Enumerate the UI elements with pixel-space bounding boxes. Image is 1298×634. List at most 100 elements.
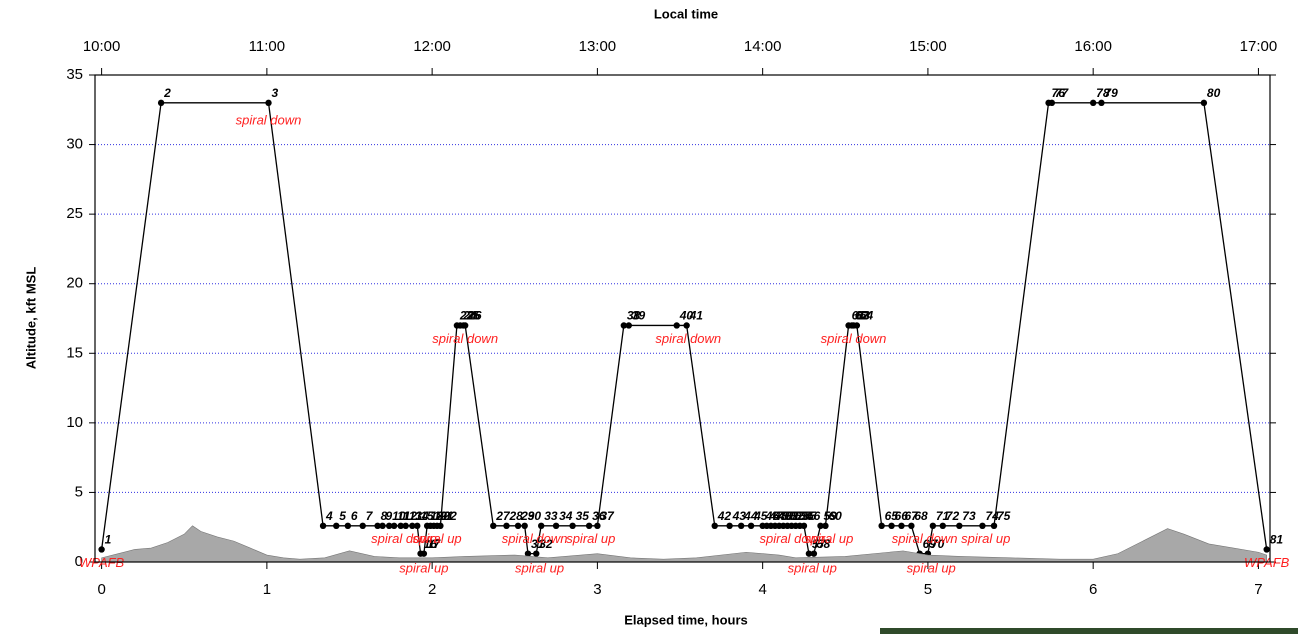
x-tick-label: 4 (758, 581, 766, 598)
waypoint (748, 523, 754, 529)
waypoint (158, 100, 164, 106)
waypoint-label: 4 (325, 509, 333, 523)
waypoint-label: 22 (442, 509, 457, 523)
x-tick-label: 7 (1254, 581, 1262, 598)
waypoint-label: 6 (351, 509, 358, 523)
y-tick-label: 10 (66, 414, 83, 431)
waypoint (626, 322, 632, 328)
annotation: spiral up (566, 531, 615, 546)
waypoint-label: 42 (717, 509, 732, 523)
annotation: spiral up (961, 531, 1010, 546)
waypoint (265, 100, 271, 106)
annotation: spiral down (502, 531, 568, 546)
thumbnail-edge (880, 628, 1298, 634)
waypoint (462, 322, 468, 328)
annotation: spiral down (236, 112, 302, 127)
waypoint-label: 35 (576, 509, 590, 523)
waypoint (402, 523, 408, 529)
y-tick-label: 25 (66, 205, 83, 222)
waypoint (979, 523, 985, 529)
x-tick-label: 1 (263, 581, 271, 598)
top-tick-label: 16:00 (1074, 38, 1112, 55)
annotation: spiral up (804, 531, 853, 546)
waypoint-label: 81 (1270, 533, 1284, 547)
waypoint (320, 523, 326, 529)
waypoint (1090, 100, 1096, 106)
terrain-area (102, 526, 1267, 562)
waypoint (801, 523, 807, 529)
waypoint (956, 523, 962, 529)
y-tick-label: 30 (66, 136, 83, 153)
waypoint (391, 523, 397, 529)
waypoint-label: 26 (467, 309, 482, 323)
waypoint (553, 523, 559, 529)
waypoint-label: 33 (544, 509, 558, 523)
waypoint (379, 523, 385, 529)
waypoint (854, 322, 860, 328)
waypoint (533, 550, 539, 556)
waypoint-label: 2 (163, 86, 171, 100)
waypoint (414, 523, 420, 529)
waypoint-label: 72 (946, 509, 960, 523)
chart: Local time Elapsed time, hours Altitude,… (0, 0, 1298, 634)
waypoint (726, 523, 732, 529)
waypoint (738, 523, 744, 529)
top-tick-label: 12:00 (413, 38, 451, 55)
waypoint (898, 523, 904, 529)
y-axis-title: Altitude, kft MSL (23, 267, 38, 370)
waypoint (811, 550, 817, 556)
x-tick-label: 2 (428, 581, 436, 598)
waypoint (421, 550, 427, 556)
top-tick-label: 13:00 (579, 38, 617, 55)
waypoint-label: 56 (807, 509, 821, 523)
waypoint (674, 322, 680, 328)
annotation: spiral down (655, 331, 721, 346)
annotation: spiral up (907, 560, 956, 575)
waypoint (360, 523, 366, 529)
top-tick-label: 10:00 (83, 38, 121, 55)
x-axis-title: Elapsed time, hours (624, 612, 748, 627)
waypoint (940, 523, 946, 529)
waypoint (594, 523, 600, 529)
waypoint (515, 523, 521, 529)
top-tick-label: 11:00 (249, 38, 285, 55)
waypoint-label: 30 (528, 509, 542, 523)
annotation: spiral up (399, 560, 448, 575)
waypoint (333, 523, 339, 529)
top-tick-label: 15:00 (909, 38, 947, 55)
x-tick-label: 0 (97, 581, 105, 598)
waypoint-label: 80 (1207, 86, 1221, 100)
waypoint-label: 73 (962, 509, 976, 523)
waypoint-label: 7 (366, 509, 374, 523)
waypoint (437, 523, 443, 529)
y-tick-label: 5 (75, 483, 83, 500)
waypoint (888, 523, 894, 529)
waypoint-label: 60 (828, 509, 842, 523)
x-tick-label: 6 (1089, 581, 1097, 598)
waypoint-label: 75 (997, 509, 1011, 523)
waypoint (521, 523, 527, 529)
waypoint-label: 3 (272, 86, 279, 100)
waypoint-label: 1 (105, 533, 112, 547)
waypoint-label: 5 (339, 509, 346, 523)
waypoint (991, 523, 997, 529)
top-tick-label: 17:00 (1240, 38, 1278, 55)
waypoint (1049, 100, 1055, 106)
top-axis-title: Local time (654, 6, 718, 21)
y-tick-label: 15 (66, 344, 83, 361)
annotation: spiral up (788, 560, 837, 575)
waypoint-label: 37 (600, 509, 615, 523)
annotation: spiral up (413, 531, 462, 546)
waypoint-label: 77 (1055, 86, 1070, 100)
y-tick-label: 35 (66, 66, 83, 83)
flight-line (102, 103, 1267, 554)
waypoint (1098, 100, 1104, 106)
waypoint (1263, 546, 1269, 552)
waypoint-label: 34 (559, 509, 573, 523)
waypoint (878, 523, 884, 529)
waypoint (1201, 100, 1207, 106)
x-tick-label: 5 (924, 581, 932, 598)
waypoint (98, 546, 104, 552)
annotation: spiral up (515, 560, 564, 575)
top-tick-label: 14:00 (744, 38, 782, 55)
